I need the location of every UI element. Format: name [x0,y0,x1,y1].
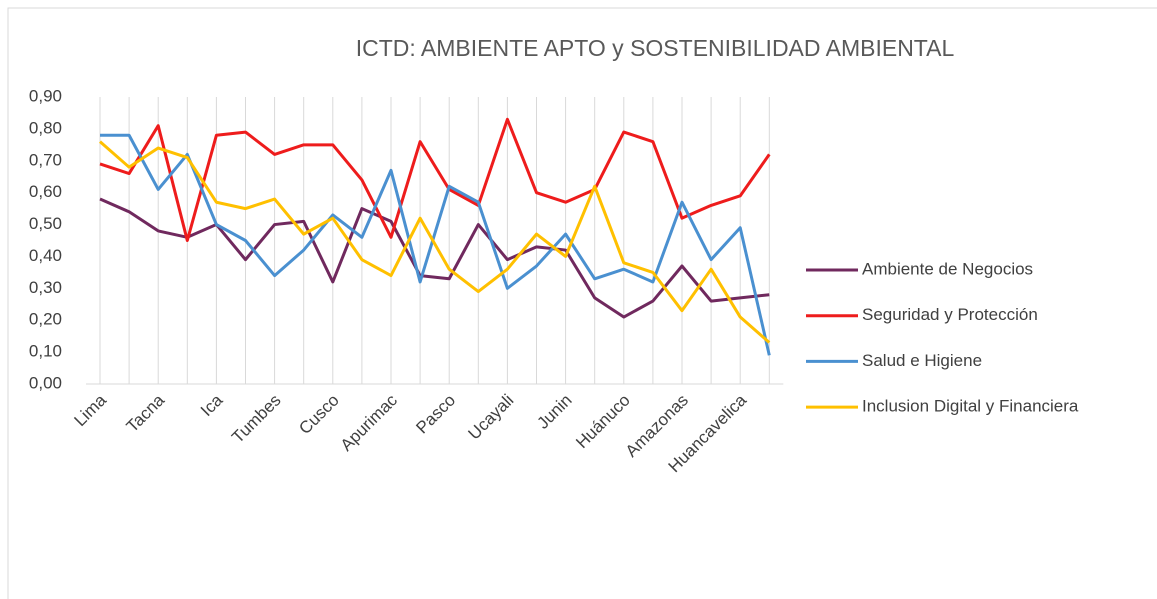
y-tick-label: 0,20 [29,310,62,329]
y-tick-label: 0,80 [29,118,62,137]
x-tick-label: Cusco [295,391,343,439]
y-tick-label: 0,50 [29,214,62,233]
y-tick-label: 0,70 [29,150,62,169]
y-tick-label: 0,10 [29,342,62,361]
legend-label: Inclusion Digital y Financiera [862,397,1079,416]
x-tick-label: Apurimac [337,390,402,455]
y-tick-label: 0,90 [29,86,62,105]
x-tick-label: Lima [71,390,111,430]
legend-label: Seguridad y Protección [862,305,1038,324]
chart-frame [7,7,1157,599]
y-tick-label: 0,30 [29,278,62,297]
x-tick-label: Ica [197,390,227,420]
x-tick-label: Junin [533,391,575,433]
y-tick-label: 0,60 [29,182,62,201]
series-line [99,117,771,242]
x-tick-label: Tumbes [228,391,284,447]
series-line [99,197,770,319]
x-tick-label: Ucayali [465,391,518,444]
legend-label: Salud e Higiene [862,351,982,370]
x-tick-label: Pasco [412,391,459,438]
series-line [100,133,771,356]
y-tick-label: 0,00 [29,373,62,392]
series-line [99,140,771,344]
legend-label: Ambiente de Negocios [862,259,1033,278]
y-tick-label: 0,40 [29,246,62,265]
x-tick-label: Huánuco [572,391,634,453]
chart-title: ICTD: AMBIENTE APTO y SOSTENIBILIDAD AMB… [356,35,955,61]
x-tick-label: Tacna [123,390,169,436]
